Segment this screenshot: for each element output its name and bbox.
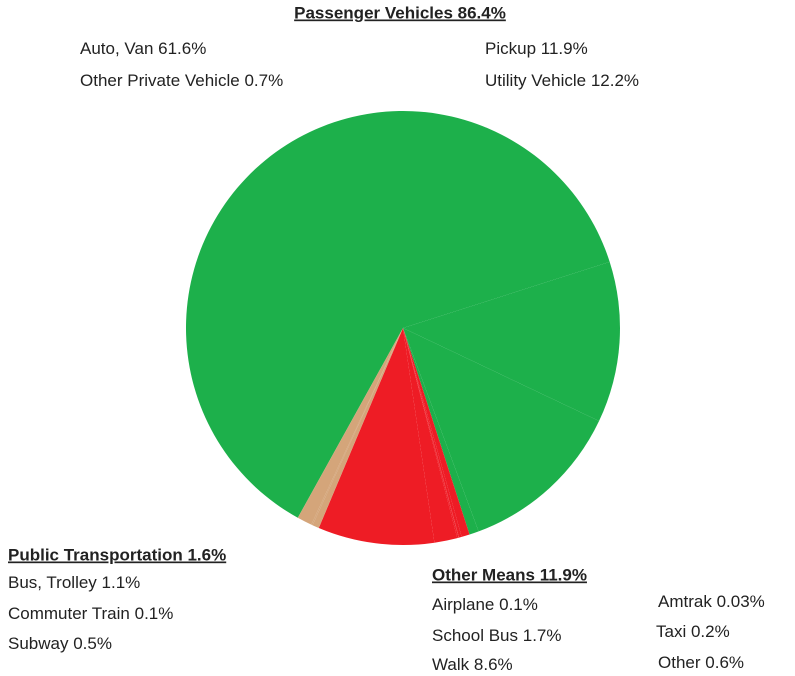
pie-slice xyxy=(311,328,403,526)
pie-slice xyxy=(312,328,403,528)
pie-slice xyxy=(403,328,479,535)
slice-name: Amtrak xyxy=(658,592,712,611)
pie-slice xyxy=(403,328,600,532)
slice-value: 0.6% xyxy=(705,653,744,672)
slice-label: Other 0.6% xyxy=(658,653,744,672)
pie-slice xyxy=(185,110,610,518)
slice-label: Auto, Van 61.6% xyxy=(80,39,206,58)
slice-value: 0.5% xyxy=(73,634,112,653)
slice-value: 12.2% xyxy=(591,71,639,90)
slice-value: 11.9% xyxy=(541,39,588,58)
slice-label: Subway 0.5% xyxy=(8,634,112,653)
slice-value: 0.03% xyxy=(717,592,765,611)
slice-label: School Bus 1.7% xyxy=(432,626,561,645)
pie-slice xyxy=(403,328,470,537)
slice-value: 0.1% xyxy=(135,604,174,623)
slice-name: Taxi xyxy=(656,622,686,641)
slice-label: Utility Vehicle 12.2% xyxy=(485,71,639,90)
slice-label: Walk 8.6% xyxy=(432,655,513,674)
slice-name: Airplane xyxy=(432,595,494,614)
slice-label: Commuter Train 0.1% xyxy=(8,604,173,623)
slice-value: 0.2% xyxy=(691,622,730,641)
slice-value: 1.7% xyxy=(523,626,562,645)
pie-slice xyxy=(403,328,462,538)
slice-label: Pickup 11.9% xyxy=(485,39,588,58)
slice-name: Subway xyxy=(8,634,69,653)
group-title: Other Means 11.9% xyxy=(432,565,587,584)
pie-slice xyxy=(403,328,459,539)
slice-name: Other Private Vehicle xyxy=(80,71,240,90)
slice-label: Bus, Trolley 1.1% xyxy=(8,573,140,592)
slice-name: Pickup xyxy=(485,39,536,58)
pie-slice xyxy=(403,328,458,543)
slice-name: Utility Vehicle xyxy=(485,71,586,90)
pie-slice xyxy=(403,261,620,422)
slice-label: Other Private Vehicle 0.7% xyxy=(80,71,283,90)
slice-value: 0.1% xyxy=(499,595,538,614)
slice-name: Walk xyxy=(432,655,470,674)
pie-slice xyxy=(297,328,403,525)
slice-label: Taxi 0.2% xyxy=(656,622,730,641)
slice-label: Airplane 0.1% xyxy=(432,595,538,614)
slice-name: Auto, Van xyxy=(80,39,153,58)
slice-name: School Bus xyxy=(432,626,518,645)
slice-name: Other xyxy=(658,653,701,672)
slice-value: 8.6% xyxy=(474,655,513,674)
slice-name: Bus, Trolley xyxy=(8,573,97,592)
pie-slice xyxy=(318,328,435,545)
slice-value: 1.1% xyxy=(102,573,141,592)
slice-label: Amtrak 0.03% xyxy=(658,592,765,611)
slice-name: Commuter Train xyxy=(8,604,130,623)
pie-slice xyxy=(403,328,460,538)
group-title: Public Transportation 1.6% xyxy=(8,545,226,564)
slice-value: 0.7% xyxy=(244,71,283,90)
group-title: Passenger Vehicles 86.4% xyxy=(294,3,506,22)
slice-value: 61.6% xyxy=(158,39,206,58)
